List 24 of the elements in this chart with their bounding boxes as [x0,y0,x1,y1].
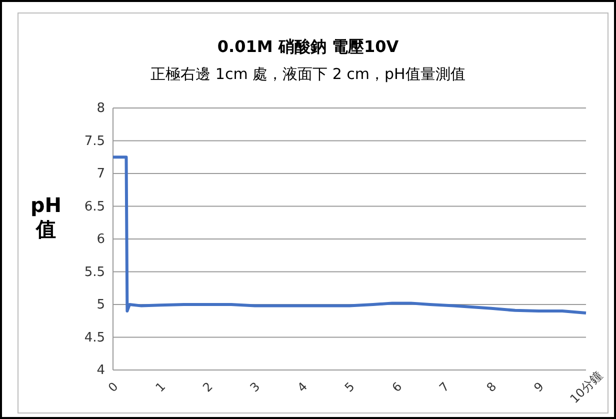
y-axis-title: pH 值 [30,193,62,241]
y-tick-label: 5 [96,298,105,313]
x-tick-label: 9 [531,379,546,395]
x-tick-label: 6 [389,379,405,395]
y-tick-label: 4 [96,363,105,378]
chart-subtitle: 正極右邊 1cm 處，液面下 2 cm，pH值量測值 [150,65,466,83]
x-tick-label: 5 [342,379,358,395]
x-tick-label: 1 [152,379,168,395]
y-tick-label: 4.5 [84,330,105,346]
x-tick-label: 10分鐘 [567,368,605,406]
x-tick-label: 2 [200,379,216,395]
x-tick-label: 4 [294,379,310,395]
x-tick-label: 7 [436,379,452,395]
line-series [112,156,588,315]
x-tick-label: 3 [247,379,263,395]
y-tick-label: 6 [96,232,105,248]
y-tick-label: 7.5 [84,134,105,149]
chart-title: 0.01M 硝酸鈉 電壓10V [217,37,400,56]
y-tick-label: 7 [96,166,105,182]
y-tick-label: 6.5 [84,199,105,214]
x-tick-label: 0 [105,379,121,395]
y-tick-label: 5.5 [84,264,105,280]
x-tick-label: 8 [484,379,500,395]
y-tick-label: 8 [96,101,105,116]
